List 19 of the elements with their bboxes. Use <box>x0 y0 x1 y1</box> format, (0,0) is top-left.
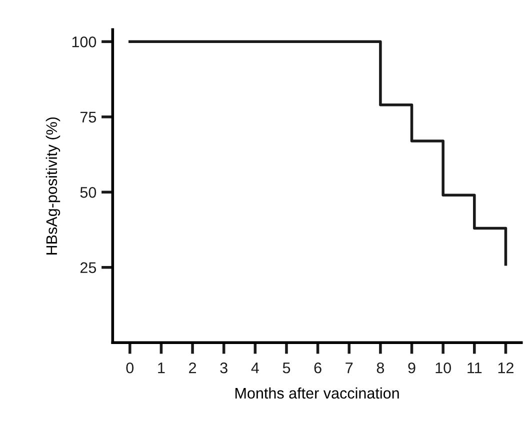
x-tick-label: 5 <box>282 362 290 374</box>
x-tick-label: 8 <box>376 362 384 374</box>
x-tick-label: 10 <box>436 362 451 374</box>
x-tick-label: 3 <box>220 362 228 374</box>
x-tick-label: 0 <box>126 362 134 374</box>
x-tick-label: 4 <box>251 362 259 374</box>
y-axis-title: HBsAg-positivity (%) <box>46 117 60 254</box>
y-tick-label: 50 <box>80 187 96 198</box>
x-tick-label: 9 <box>408 362 416 374</box>
x-tick-label: 2 <box>189 362 196 374</box>
y-tick-label: 25 <box>80 262 96 274</box>
x-tick-label: 6 <box>314 362 322 374</box>
x-tick-label: 12 <box>498 362 514 374</box>
x-tick-label: 7 <box>346 362 353 374</box>
y-tick-label: 100 <box>72 36 96 48</box>
x-axis-title: Months after vaccination <box>235 387 399 399</box>
x-tick-label: 1 <box>158 362 165 374</box>
x-tick-label: 11 <box>468 362 482 374</box>
y-tick-label: 75 <box>80 112 96 123</box>
